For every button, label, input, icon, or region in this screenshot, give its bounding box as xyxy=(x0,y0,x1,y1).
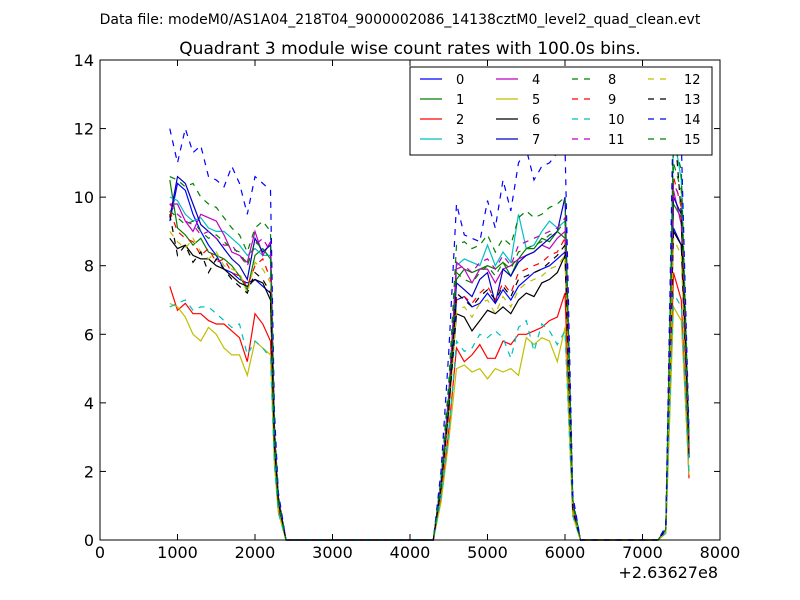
legend-label-15: 15 xyxy=(684,133,701,148)
x-tick-label: 1000 xyxy=(157,543,198,562)
series-line-12 xyxy=(169,231,690,541)
legend-label-13: 13 xyxy=(684,93,701,108)
legend-label-14: 14 xyxy=(684,113,701,128)
y-tick-label: 10 xyxy=(74,188,94,207)
x-tick-label: 6000 xyxy=(545,543,586,562)
legend-label-10: 10 xyxy=(608,113,625,128)
y-tick-label: 2 xyxy=(84,462,94,481)
legend-label-8: 8 xyxy=(608,73,616,88)
legend-label-1: 1 xyxy=(456,93,464,108)
legend-box xyxy=(409,66,713,156)
x-tick-label: 0 xyxy=(95,543,105,562)
x-tick-label: 8000 xyxy=(700,543,741,562)
legend-label-5: 5 xyxy=(532,93,540,108)
figure-suptitle: Data file: modeM0/AS1A04_218T04_90000020… xyxy=(100,12,701,28)
legend-label-7: 7 xyxy=(532,133,540,148)
x-tick-label: 7000 xyxy=(622,543,663,562)
legend-label-9: 9 xyxy=(608,93,616,108)
x-axis-offset-label: +2.63627e8 xyxy=(618,563,718,582)
x-tick-label: 4000 xyxy=(390,543,431,562)
legend-label-12: 12 xyxy=(684,73,701,88)
y-tick-label: 12 xyxy=(74,120,94,139)
legend-label-2: 2 xyxy=(456,113,464,128)
x-tick-label: 3000 xyxy=(312,543,353,562)
legend-label-4: 4 xyxy=(532,73,540,88)
x-tick-label: 2000 xyxy=(235,543,276,562)
legend-label-11: 11 xyxy=(608,133,625,148)
legend-label-3: 3 xyxy=(456,133,464,148)
series-line-15 xyxy=(169,162,690,541)
x-tick-label: 5000 xyxy=(467,543,508,562)
y-tick-label: 14 xyxy=(74,51,94,70)
y-tick-label: 8 xyxy=(84,257,94,276)
x-axis: 0 1000 2000 3000 4000 5000 6000 7000 8000 xyxy=(95,60,740,562)
y-tick-label: 6 xyxy=(84,325,94,344)
legend-label-0: 0 xyxy=(456,73,464,88)
y-tick-label: 0 xyxy=(84,531,94,550)
legend-label-6: 6 xyxy=(532,113,540,128)
y-tick-label: 4 xyxy=(84,394,94,413)
chart-title: Quadrant 3 module wise count rates with … xyxy=(179,39,640,59)
